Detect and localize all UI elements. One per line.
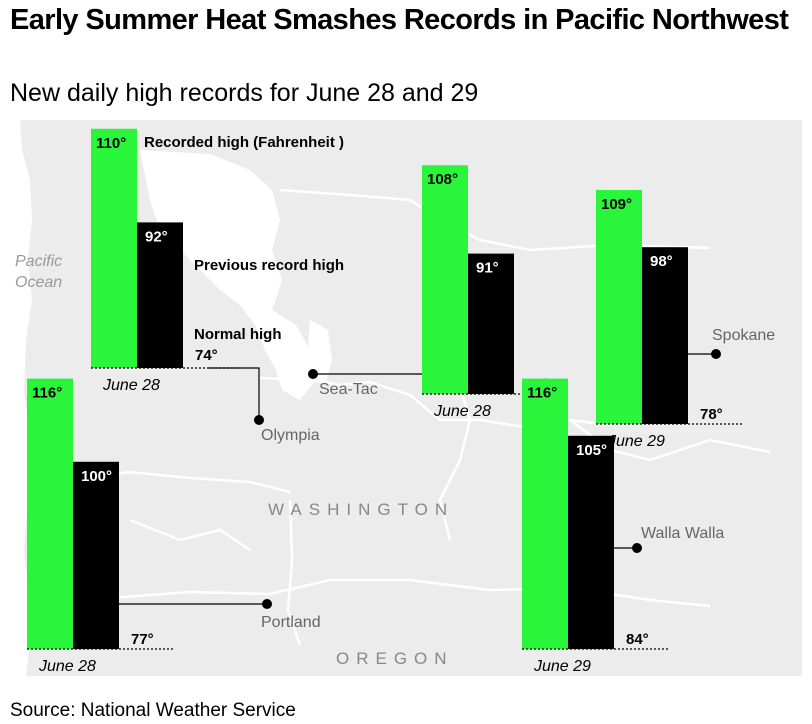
bar-previous-label: 91°	[476, 260, 499, 277]
bar-previous-label: 100°	[81, 468, 112, 485]
date-label: June 29	[607, 433, 665, 450]
bar-recorded	[596, 190, 642, 424]
date-label: June 28	[38, 658, 96, 675]
city-dot	[632, 543, 642, 553]
city-label-spokane: Spokane	[712, 327, 775, 344]
bar-previous	[568, 435, 614, 649]
bar-recorded-label: 109°	[601, 196, 632, 213]
ocean-label-line1: Pacific	[15, 253, 62, 270]
normal-high-label: 78°	[700, 406, 723, 423]
bar-group-spokane: 109° 98° 78° June 29 Spokane	[596, 190, 775, 450]
city-label-olympia: Olympia	[261, 427, 320, 444]
ocean-label-line2: Ocean	[15, 274, 62, 291]
date-label: June 28	[433, 403, 491, 420]
inlet-area	[308, 320, 332, 382]
bar-previous	[642, 247, 688, 424]
bar-groups: 110° 92° 74° June 28 Olympia 108° 91° 77° June 2…	[27, 128, 775, 675]
bar-recorded-label: 116°	[32, 385, 62, 402]
legend-recorded: Recorded high (Fahrenheit )	[144, 134, 344, 151]
region-label-oregon: OREGON	[336, 649, 454, 668]
pacific-ocean-area	[10, 120, 32, 676]
bar-previous-label: 105°	[576, 442, 607, 459]
bar-recorded-label: 116°	[527, 385, 557, 402]
city-label-portland: Portland	[261, 614, 321, 631]
chart-title: Early Summer Heat Smashes Records in Pac…	[10, 4, 789, 36]
bar-recorded	[422, 165, 468, 394]
bar-recorded	[27, 378, 73, 649]
region-label-washington: WASHINGTON	[268, 500, 454, 519]
city-dot	[254, 415, 264, 425]
city-label-walla-walla: Walla Walla	[641, 525, 724, 542]
city-label-sea-tac: Sea-Tac	[319, 381, 378, 398]
city-dot	[262, 599, 272, 609]
bar-previous	[137, 222, 183, 368]
bar-group-olympia: 110° 92° 74° June 28 Olympia	[91, 128, 320, 444]
bar-recorded-label: 108°	[427, 171, 458, 188]
bar-recorded-label: 110°	[96, 135, 126, 152]
source-note: Source: National Weather Service	[10, 700, 296, 721]
normal-high-label: 74°	[195, 347, 218, 364]
connector-line	[209, 367, 260, 420]
bar-group-portland: 116° 100° 77° June 28 Portland	[27, 378, 321, 675]
bar-previous	[73, 461, 119, 649]
bar-recorded	[91, 128, 137, 368]
normal-high-label: 84°	[626, 631, 649, 648]
city-dot	[308, 369, 318, 379]
bar-previous	[468, 253, 514, 394]
date-label: June 29	[533, 658, 591, 675]
legend-previous: Previous record high	[194, 257, 344, 274]
date-label: June 28	[102, 377, 160, 394]
puget-sound-area	[140, 150, 316, 400]
chart-subtitle: New daily high records for June 28 and 2…	[10, 79, 479, 107]
bar-previous-label: 98°	[650, 253, 673, 270]
bar-recorded	[522, 378, 568, 649]
normal-high-label: 77°	[131, 631, 154, 648]
city-dot	[711, 349, 721, 359]
map-chart: Pacific Ocean WASHINGTON OREGON Recorded…	[10, 120, 802, 676]
bar-group-walla-walla: 116° 105° 84° June 29 Walla Walla	[522, 378, 724, 675]
legend-normal: Normal high	[194, 326, 282, 343]
bar-previous-label: 92°	[145, 228, 168, 245]
